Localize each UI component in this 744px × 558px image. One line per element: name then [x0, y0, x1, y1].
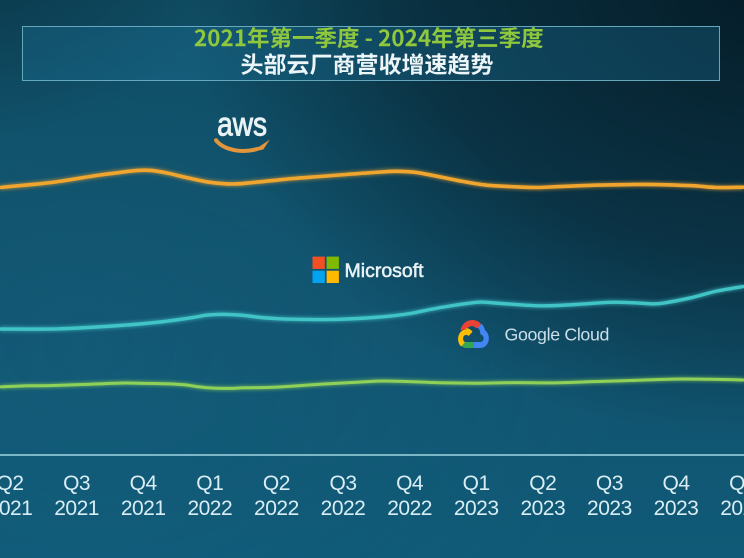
- svg-text:Microsoft: Microsoft: [345, 260, 425, 282]
- svg-text:Google Cloud: Google Cloud: [505, 325, 610, 345]
- svg-text:aws: aws: [217, 106, 267, 143]
